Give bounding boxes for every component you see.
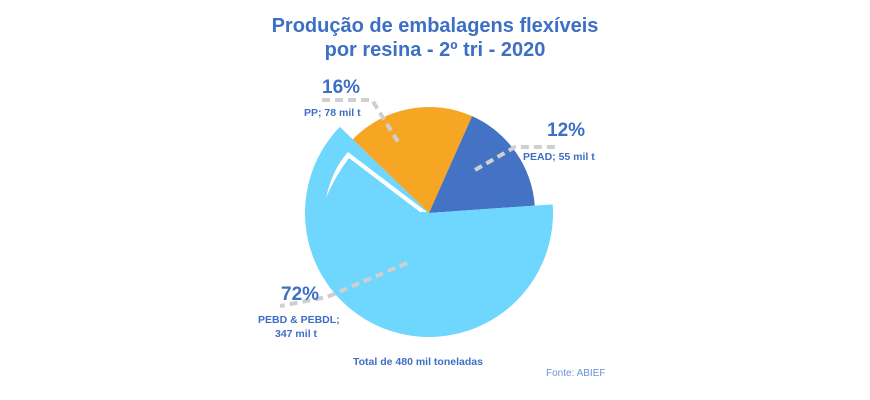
- slice-highlight-sliver: [326, 152, 427, 212]
- pead-percent-label: 12%: [547, 120, 586, 141]
- pp-percent-label: 16%: [322, 77, 361, 98]
- slice-pead: [429, 116, 535, 213]
- pead-value-label: PEAD; 55 mil t: [523, 151, 595, 163]
- pebd-value-label-line-1: PEBD & PEBDL;: [258, 314, 340, 326]
- leader-line-pebd: [279, 261, 408, 308]
- leader-line-pp: [322, 98, 402, 147]
- chart-title-line-1: Produção de embalagens flexíveis: [271, 15, 599, 37]
- total-label: Total de 480 mil toneladas: [353, 356, 483, 368]
- pp-value-label: PP; 78 mil t: [304, 107, 361, 119]
- pebd-value-label-line-2: 347 mil t: [275, 328, 318, 340]
- chart-title-line-2: por resina - 2º tri - 2020: [324, 39, 546, 61]
- pebd-percent-label: 72%: [281, 284, 320, 305]
- slice-pp: [352, 106, 473, 213]
- leader-line-pead: [474, 145, 555, 172]
- source-label: Fonte: ABIEF: [546, 368, 606, 379]
- slice-pebd-pebdl: [304, 126, 553, 338]
